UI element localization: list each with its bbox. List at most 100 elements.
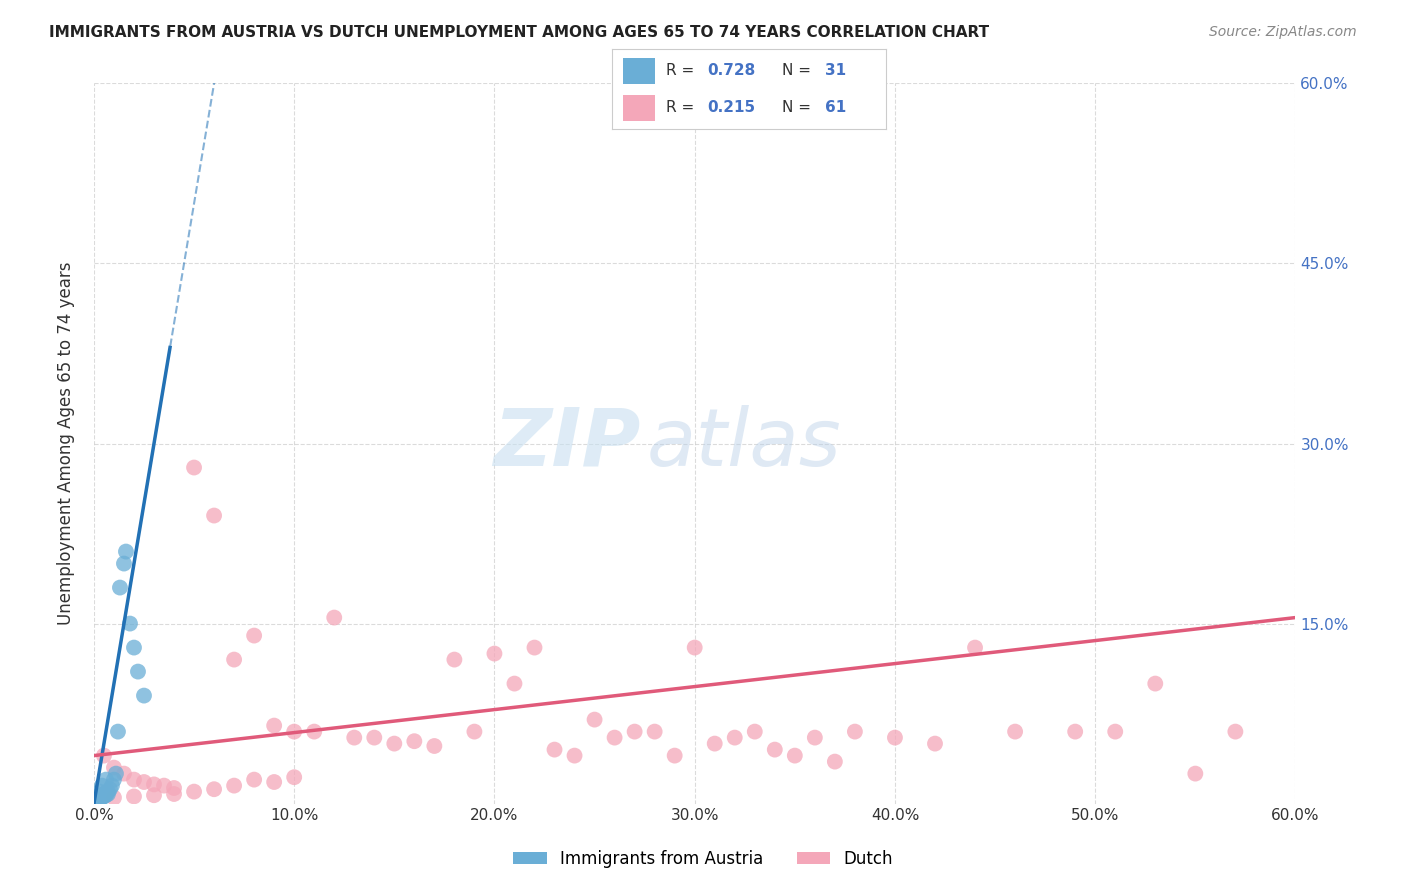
Point [87, 793, 110, 807]
Point [744, 724, 766, 739]
Point [103, 772, 125, 787]
Text: 0.728: 0.728 [707, 63, 756, 78]
Point [101, 779, 124, 793]
Point [263, 775, 285, 789]
Point [122, 789, 145, 804]
Legend: Immigrants from Austria, Dutch: Immigrants from Austria, Dutch [506, 844, 900, 875]
Point [243, 629, 266, 643]
Text: Source: ZipAtlas.com: Source: ZipAtlas.com [1209, 25, 1357, 39]
Point [97, 784, 120, 798]
Point [824, 755, 846, 769]
Point [804, 731, 827, 745]
Text: R =: R = [666, 100, 700, 115]
Point [87, 790, 110, 805]
Point [93, 748, 115, 763]
Point [283, 770, 305, 784]
Point [343, 731, 366, 745]
Point [112, 766, 135, 780]
Point [107, 724, 129, 739]
Point [783, 748, 806, 763]
Point [963, 640, 986, 655]
Point [302, 724, 325, 739]
Point [484, 647, 506, 661]
Point [93, 787, 115, 801]
Point [884, 731, 907, 745]
Point [143, 788, 166, 802]
Text: R =: R = [666, 63, 700, 78]
Point [202, 782, 225, 797]
Point [91, 788, 114, 802]
Point [404, 734, 426, 748]
Point [115, 544, 138, 558]
Text: 31: 31 [825, 63, 846, 78]
Point [127, 665, 149, 679]
Point [84, 792, 107, 806]
Point [724, 731, 747, 745]
Point [103, 790, 125, 805]
Point [763, 742, 786, 756]
Text: 61: 61 [825, 100, 846, 115]
Point [443, 652, 465, 666]
Point [108, 581, 131, 595]
Point [523, 640, 546, 655]
Point [163, 787, 186, 801]
Point [703, 737, 725, 751]
Point [153, 779, 176, 793]
Point [91, 779, 114, 793]
Point [224, 779, 246, 793]
Point [183, 784, 205, 798]
Point [644, 724, 666, 739]
Point [112, 557, 135, 571]
Y-axis label: Unemployment Among Ages 65 to 74 years: Unemployment Among Ages 65 to 74 years [58, 261, 75, 625]
Text: N =: N = [782, 100, 815, 115]
Point [263, 718, 285, 732]
Point [323, 610, 346, 624]
Point [89, 784, 111, 798]
Point [87, 789, 110, 804]
Point [924, 737, 946, 751]
Point [183, 460, 205, 475]
Point [224, 652, 246, 666]
Point [132, 689, 155, 703]
Point [623, 724, 645, 739]
Point [163, 780, 186, 795]
Point [202, 508, 225, 523]
Point [87, 793, 110, 807]
Point [84, 794, 107, 808]
Text: IMMIGRANTS FROM AUSTRIA VS DUTCH UNEMPLOYMENT AMONG AGES 65 TO 74 YEARS CORRELAT: IMMIGRANTS FROM AUSTRIA VS DUTCH UNEMPLO… [49, 25, 990, 40]
Point [91, 790, 114, 805]
Point [603, 731, 626, 745]
Point [118, 616, 141, 631]
Point [683, 640, 706, 655]
Point [98, 782, 121, 797]
Point [423, 739, 446, 753]
Point [1144, 676, 1167, 690]
Point [363, 731, 385, 745]
FancyBboxPatch shape [623, 58, 655, 84]
Point [382, 737, 405, 751]
Text: atlas: atlas [647, 405, 841, 483]
Point [103, 761, 125, 775]
Point [104, 766, 127, 780]
Point [543, 742, 565, 756]
Point [583, 713, 606, 727]
Point [243, 772, 266, 787]
Point [1004, 724, 1026, 739]
Point [89, 792, 111, 806]
Point [94, 786, 117, 800]
FancyBboxPatch shape [623, 95, 655, 120]
Point [1225, 724, 1247, 739]
Text: 0.215: 0.215 [707, 100, 755, 115]
Point [503, 676, 526, 690]
Text: N =: N = [782, 63, 815, 78]
Point [844, 724, 866, 739]
Point [122, 640, 145, 655]
Point [143, 777, 166, 791]
Point [664, 748, 686, 763]
Point [1064, 724, 1087, 739]
Point [132, 775, 155, 789]
Point [93, 789, 115, 804]
Point [1104, 724, 1126, 739]
Point [97, 787, 120, 801]
Point [283, 724, 305, 739]
